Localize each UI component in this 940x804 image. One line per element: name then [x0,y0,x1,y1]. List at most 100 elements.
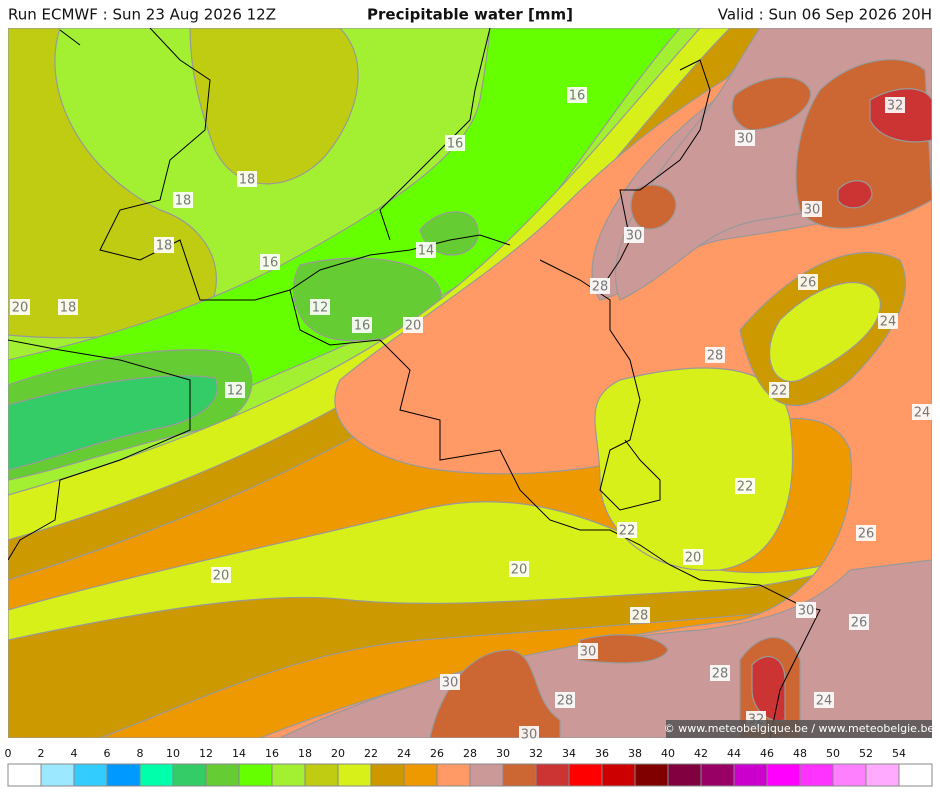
colorbar-tick-label: 52 [859,747,873,760]
contour-label: 18 [60,301,77,316]
contour-label: 16 [354,319,371,334]
contour-label: 26 [851,616,868,631]
colorbar-tick-label: 54 [892,747,906,760]
contour-label: 12 [312,301,329,316]
contour-label: 28 [712,667,729,682]
contour-label: 22 [771,384,788,399]
colorbar-tick-label: 26 [430,747,444,760]
colorbar-tick-label: 46 [760,747,774,760]
colorbar-swatch [139,763,174,787]
contour-label-box [683,549,703,565]
colorbar-swatch [502,763,537,787]
contour-label-box [567,87,587,103]
colorbar-swatch [865,763,900,787]
colorbar-tick-label: 42 [694,747,708,760]
contour-label-box [237,171,257,187]
contour-label-box [10,299,30,315]
contour-label: 26 [858,527,875,542]
contour-label: 26 [800,276,817,291]
contour-label-box [173,192,193,208]
contour-label-box [310,299,330,315]
colorbar-swatch [700,763,735,787]
contour-label: 18 [175,194,192,209]
colorbar-tick-label: 40 [661,747,675,760]
contour-label-box [912,404,932,420]
contour-label-box [260,254,280,270]
colorbar-tick-label: 14 [232,747,246,760]
colorbar-tick-label: 44 [727,747,741,760]
contour-label-box [856,525,876,541]
contour-label-box [590,278,610,294]
colorbar-tick-label: 50 [826,747,840,760]
contour-label: 30 [804,203,821,218]
colorbar-tick-label: 30 [496,747,510,760]
contour-label-box [769,382,789,398]
contour-label: 24 [816,694,833,709]
contour-label: 14 [418,244,435,259]
colorbar-tick-label: 16 [265,747,279,760]
map-title: Precipitable water [mm] [367,6,573,24]
colorbar-swatch [7,763,42,787]
colorbar-swatch [106,763,141,787]
contour-label-box [58,299,78,315]
run-info: Run ECMWF : Sun 23 Aug 2026 12Z [8,6,276,24]
colorbar-swatch [799,763,834,787]
contour-label: 16 [447,137,464,152]
colorbar-tick-label: 8 [137,747,144,760]
colorbar-swatch [271,763,306,787]
contour-label-box [630,607,650,623]
contour-label-box [878,313,898,329]
contour-label-box [710,665,730,681]
copyright-box [666,720,932,738]
contour-label: 20 [685,551,702,566]
contour-label-box [849,614,869,630]
contour-label-box [519,726,539,742]
colorbar: 0 2 4 6 8 10 12 14 16 18 20 22 24 26 28 30 32 34 36 38 40 42 4… [5,747,933,787]
contour-label: 18 [156,239,173,254]
contour-label: 30 [798,604,815,619]
contour-label: 22 [619,524,636,539]
contour-label: 30 [737,132,754,147]
colorbar-tick-label: 12 [199,747,213,760]
contour-label-box [796,602,816,618]
contour-label: 24 [880,315,897,330]
colorbar-swatch [469,763,504,787]
contour-label-box [802,201,822,217]
colorbar-swatch [832,763,867,787]
contour-label-box [352,317,372,333]
colorbar-swatch [304,763,339,787]
contour-label-box [798,274,818,290]
contour-label-box [814,692,834,708]
contour-label: 18 [239,173,256,188]
colorbar-tick-label: 20 [331,747,345,760]
contour-label-box [885,97,905,113]
contour-label: 28 [632,609,649,624]
colorbar-tick-label: 34 [562,747,576,760]
colorbar-swatch [238,763,273,787]
valid-info: Valid : Sun 06 Sep 2026 20H [718,6,932,24]
colorbar-swatch [601,763,636,787]
colorbar-swatch [337,763,372,787]
contour-label: 30 [626,229,643,244]
contour-label-box [509,561,529,577]
contour-label: 28 [707,349,724,364]
colorbar-tick-label: 28 [463,747,477,760]
colorbar-swatch [898,763,933,787]
colorbar-swatch [766,763,801,787]
contour-label: 24 [914,406,931,421]
contour-label: 30 [442,676,459,691]
colorbar-tick-label: 6 [104,747,111,760]
contour-label: 12 [227,384,244,399]
colorbar-tick-label: 36 [595,747,609,760]
contour-label-box [555,692,575,708]
colorbar-tick-label: 18 [298,747,312,760]
colorbar-swatch [73,763,108,787]
colorbar-tick-label: 4 [71,747,78,760]
contour-label-box [624,227,644,243]
contour-label: 28 [557,694,574,709]
contour-label-box [578,643,598,659]
colorbar-swatch [667,763,702,787]
colorbar-swatch [733,763,768,787]
contour-label-box [416,242,436,258]
